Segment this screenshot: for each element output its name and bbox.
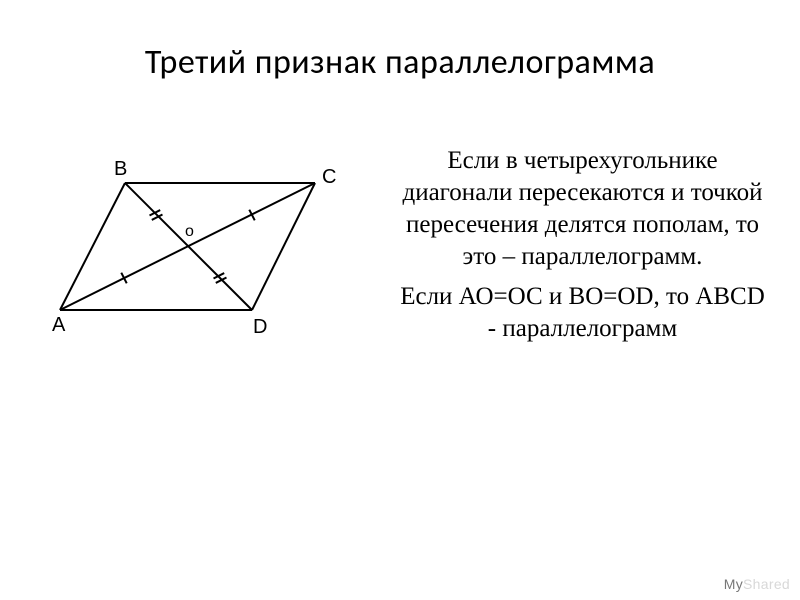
diagram-container: A B C Dо [30,145,370,353]
watermark-part1: My [724,576,743,592]
watermark: MyShared [724,576,790,592]
content-row: A B C Dо Если в четырехугольнике диагонали … [0,145,800,353]
theorem-statement: Если в четырехугольнике диагонали пересе… [400,145,765,273]
svg-text:о: о [185,223,194,240]
svg-text:C: C [322,166,336,188]
theorem-formula: Если АО=ОС и ВО=ОD, то АВСD - параллелог… [400,281,765,345]
svg-text:B: B [114,158,127,180]
watermark-part2: Shared [743,576,790,592]
parallelogram-diagram: A B C Dо [30,145,360,345]
svg-text:A: A [52,314,66,336]
page-title: Третий признак параллелограмма [0,0,800,83]
theorem-text: Если в четырехугольнике диагонали пересе… [370,145,770,353]
svg-text:D: D [253,316,267,338]
